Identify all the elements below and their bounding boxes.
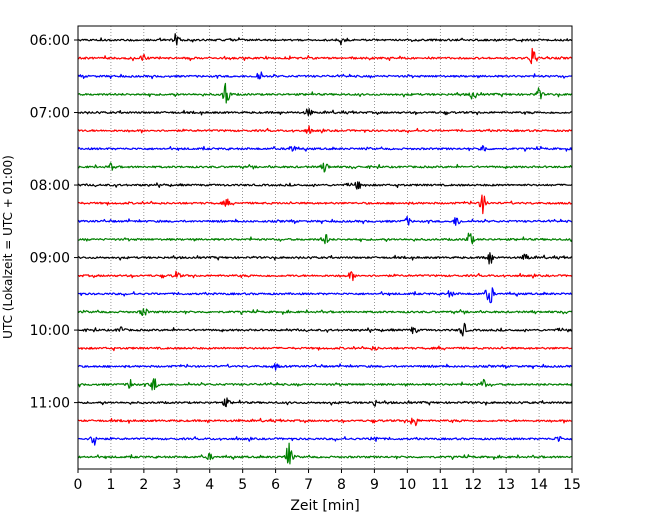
trace-1015 [77, 345, 573, 352]
y-tick-label: 09:00 [30, 251, 70, 267]
x-tick-label: 2 [139, 477, 148, 493]
x-tick-label: 3 [172, 477, 181, 493]
trace-0745 [77, 162, 573, 173]
x-tick-label: 5 [238, 477, 247, 493]
trace-0815 [77, 194, 573, 215]
x-tick-label: 11 [431, 477, 449, 493]
trace-1000 [77, 322, 573, 337]
x-tick-label: 8 [337, 477, 346, 493]
vertical-grid [110, 26, 540, 469]
seismogram-traces [77, 33, 573, 465]
plot-frame [77, 25, 573, 470]
trace-0615 [77, 47, 573, 65]
x-axis-ticks: 0 1 2 3 4 5 6 7 8 9 10 11 12 13 14 15 [74, 469, 581, 493]
trace-1130 [78, 436, 573, 446]
trace-1045 [78, 378, 573, 391]
x-tick-label: 10 [398, 477, 416, 493]
x-tick-label: 7 [304, 477, 313, 493]
trace-1100 [77, 397, 573, 408]
x-tick-label: 15 [563, 477, 581, 493]
trace-0645 [77, 82, 573, 104]
trace-0630 [77, 71, 573, 80]
x-tick-label: 6 [271, 477, 280, 493]
y-tick-label: 08:00 [30, 178, 70, 194]
trace-0900 [77, 252, 572, 265]
x-tick-label: 4 [205, 477, 214, 493]
trace-0845 [78, 232, 573, 245]
trace-1030 [77, 363, 573, 371]
trace-0700 [77, 108, 573, 117]
y-tick-label: 11:00 [30, 396, 70, 412]
trace-0945 [77, 308, 573, 316]
x-tick-label: 14 [530, 477, 548, 493]
x-tick-label: 0 [74, 477, 83, 493]
y-tick-label: 06:00 [30, 33, 70, 49]
x-axis-label: Zeit [min] [290, 498, 359, 514]
x-tick-label: 12 [464, 477, 482, 493]
trace-1145 [77, 442, 573, 465]
y-tick-label: 10:00 [30, 323, 70, 339]
trace-0915 [78, 270, 573, 282]
trace-0730 [77, 145, 573, 152]
x-tick-label: 13 [497, 477, 515, 493]
trace-0930 [77, 287, 573, 304]
trace-0715 [77, 125, 573, 134]
y-axis-label: UTC (Lokalzeit = UTC + 01:00) [1, 155, 15, 339]
y-tick-label: 07:00 [30, 106, 70, 122]
trace-1115 [77, 417, 573, 427]
x-tick-label: 9 [370, 477, 379, 493]
x-tick-label: 1 [106, 477, 115, 493]
trace-0830 [77, 215, 573, 226]
trace-0800 [77, 181, 573, 190]
y-axis-ticks: 06:00 07:00 08:00 09:00 10:00 11:00 [30, 33, 78, 412]
trace-0600 [77, 33, 573, 46]
